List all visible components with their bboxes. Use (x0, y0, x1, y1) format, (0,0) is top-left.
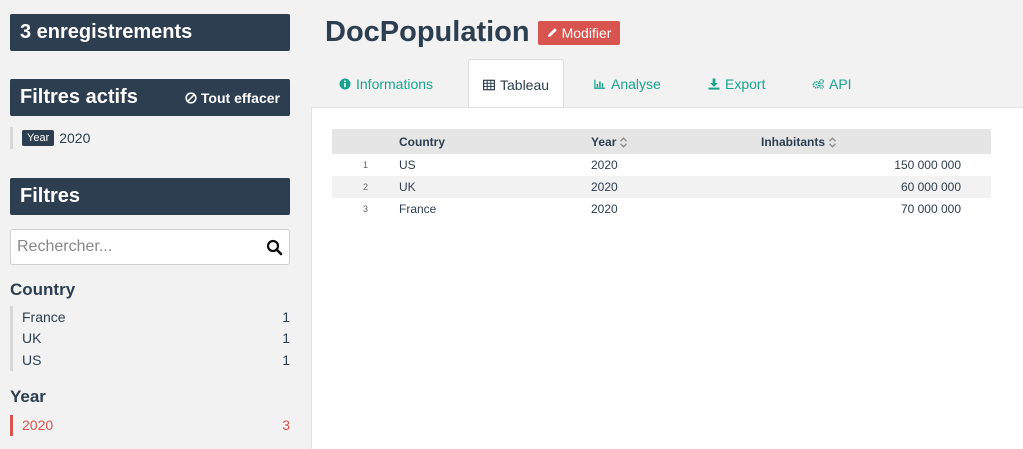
tab-label: Informations (356, 75, 434, 92)
facet-item-us[interactable]: US 1 (13, 349, 290, 371)
cell-year: 2020 (591, 202, 618, 216)
facet-item-count: 3 (282, 417, 290, 434)
cell-country: UK (399, 180, 416, 194)
sort-icon[interactable] (828, 137, 837, 148)
cell-year: 2020 (591, 180, 618, 194)
cell-year: 2020 (591, 158, 618, 172)
tab-label: Analyse (611, 75, 661, 92)
active-filter-facet-badge: Year (22, 130, 55, 146)
tab-api[interactable]: API (812, 59, 852, 108)
cell-inhabitants: 150 000 000 (894, 158, 961, 172)
table-row[interactable]: 2 UK 2020 60 000 000 (332, 176, 991, 198)
clear-all-label: Tout effacer (200, 89, 280, 106)
bar-chart-icon (594, 79, 606, 89)
facet-item-label: 2020 (22, 417, 54, 434)
active-filters-title: Filtres actifs (20, 86, 138, 108)
search-input[interactable] (17, 238, 266, 256)
records-count-header: 3 enregistrements (10, 14, 290, 51)
main-content: DocPopulation Modifier Informations Tabl… (311, 0, 1023, 449)
index-column-header (332, 129, 399, 154)
sidebar: 3 enregistrements Filtres actifs Tout ef… (10, 14, 290, 436)
records-count-title: 3 enregistrements (20, 21, 193, 43)
pencil-icon (547, 28, 557, 37)
row-index: 3 (362, 204, 368, 214)
tab-label: Export (725, 75, 766, 92)
facet-title-year: Year (10, 386, 46, 406)
ban-icon (185, 91, 197, 104)
column-header-label: Year (591, 134, 617, 149)
tab-analyse[interactable]: Analyse (594, 59, 661, 108)
column-header-year[interactable]: Year (591, 129, 761, 154)
info-icon (339, 78, 351, 89)
column-header-inhabitants[interactable]: Inhabitants (761, 129, 991, 154)
edit-button-label: Modifier (561, 24, 612, 41)
column-header-label: Country (399, 134, 445, 149)
tab-informations[interactable]: Informations (339, 59, 433, 108)
tab-export[interactable]: Export (708, 59, 765, 108)
facet-item-label: US (22, 351, 42, 368)
clear-all-button[interactable]: Tout effacer (185, 90, 280, 106)
filters-title: Filtres (20, 185, 81, 207)
column-header-country[interactable]: Country (399, 129, 591, 154)
page-title: DocPopulation (325, 16, 530, 48)
filters-header: Filtres (10, 178, 290, 215)
active-filter-item[interactable]: Year 2020 (10, 127, 290, 149)
search-icon[interactable] (266, 239, 283, 256)
edit-button[interactable]: Modifier (537, 20, 621, 45)
cell-country: France (399, 202, 437, 216)
tab-bar: Informations Tableau Analyse Export API (311, 59, 1023, 109)
row-index: 1 (362, 160, 368, 170)
facet-list-country: France 1 UK 1 US 1 (10, 306, 290, 371)
table-row[interactable]: 1 US 2020 150 000 000 (332, 154, 991, 176)
facet-item-label: UK (22, 330, 42, 347)
table-row[interactable]: 3 France 2020 70 000 000 (332, 198, 991, 220)
tab-label: API (829, 75, 852, 92)
download-icon (708, 78, 720, 90)
search-box (10, 229, 290, 265)
cell-inhabitants: 70 000 000 (900, 202, 961, 216)
active-filter-value: 2020 (59, 130, 91, 146)
row-index: 2 (362, 182, 368, 192)
cell-country: US (399, 158, 416, 172)
sort-icon[interactable] (619, 137, 628, 148)
cell-inhabitants: 60 000 000 (900, 180, 961, 194)
tab-label: Tableau (500, 76, 550, 93)
facet-list-year: 2020 3 (10, 414, 290, 437)
data-table: Country Year Inhabitants 1 US 2020 150 0… (332, 129, 991, 220)
facet-title-country: Country (10, 280, 76, 299)
facet-item-count: 1 (282, 308, 290, 325)
facet-item-france[interactable]: France 1 (13, 306, 290, 328)
tab-tableau[interactable]: Tableau (468, 59, 565, 109)
facet-item-2020[interactable]: 2020 3 (13, 415, 290, 437)
facet-item-count: 1 (282, 330, 290, 347)
table-header-row: Country Year Inhabitants (332, 129, 991, 154)
facet-item-label: France (22, 308, 66, 325)
cogs-icon (812, 78, 824, 89)
facet-item-uk[interactable]: UK 1 (13, 328, 290, 350)
table-panel: Country Year Inhabitants 1 US 2020 150 0… (311, 107, 1023, 449)
column-header-label: Inhabitants (761, 134, 826, 149)
facet-item-count: 1 (282, 351, 290, 368)
table-icon (483, 79, 495, 90)
page-header: DocPopulation Modifier (325, 16, 621, 49)
active-filters-header: Filtres actifs Tout effacer (10, 79, 290, 116)
